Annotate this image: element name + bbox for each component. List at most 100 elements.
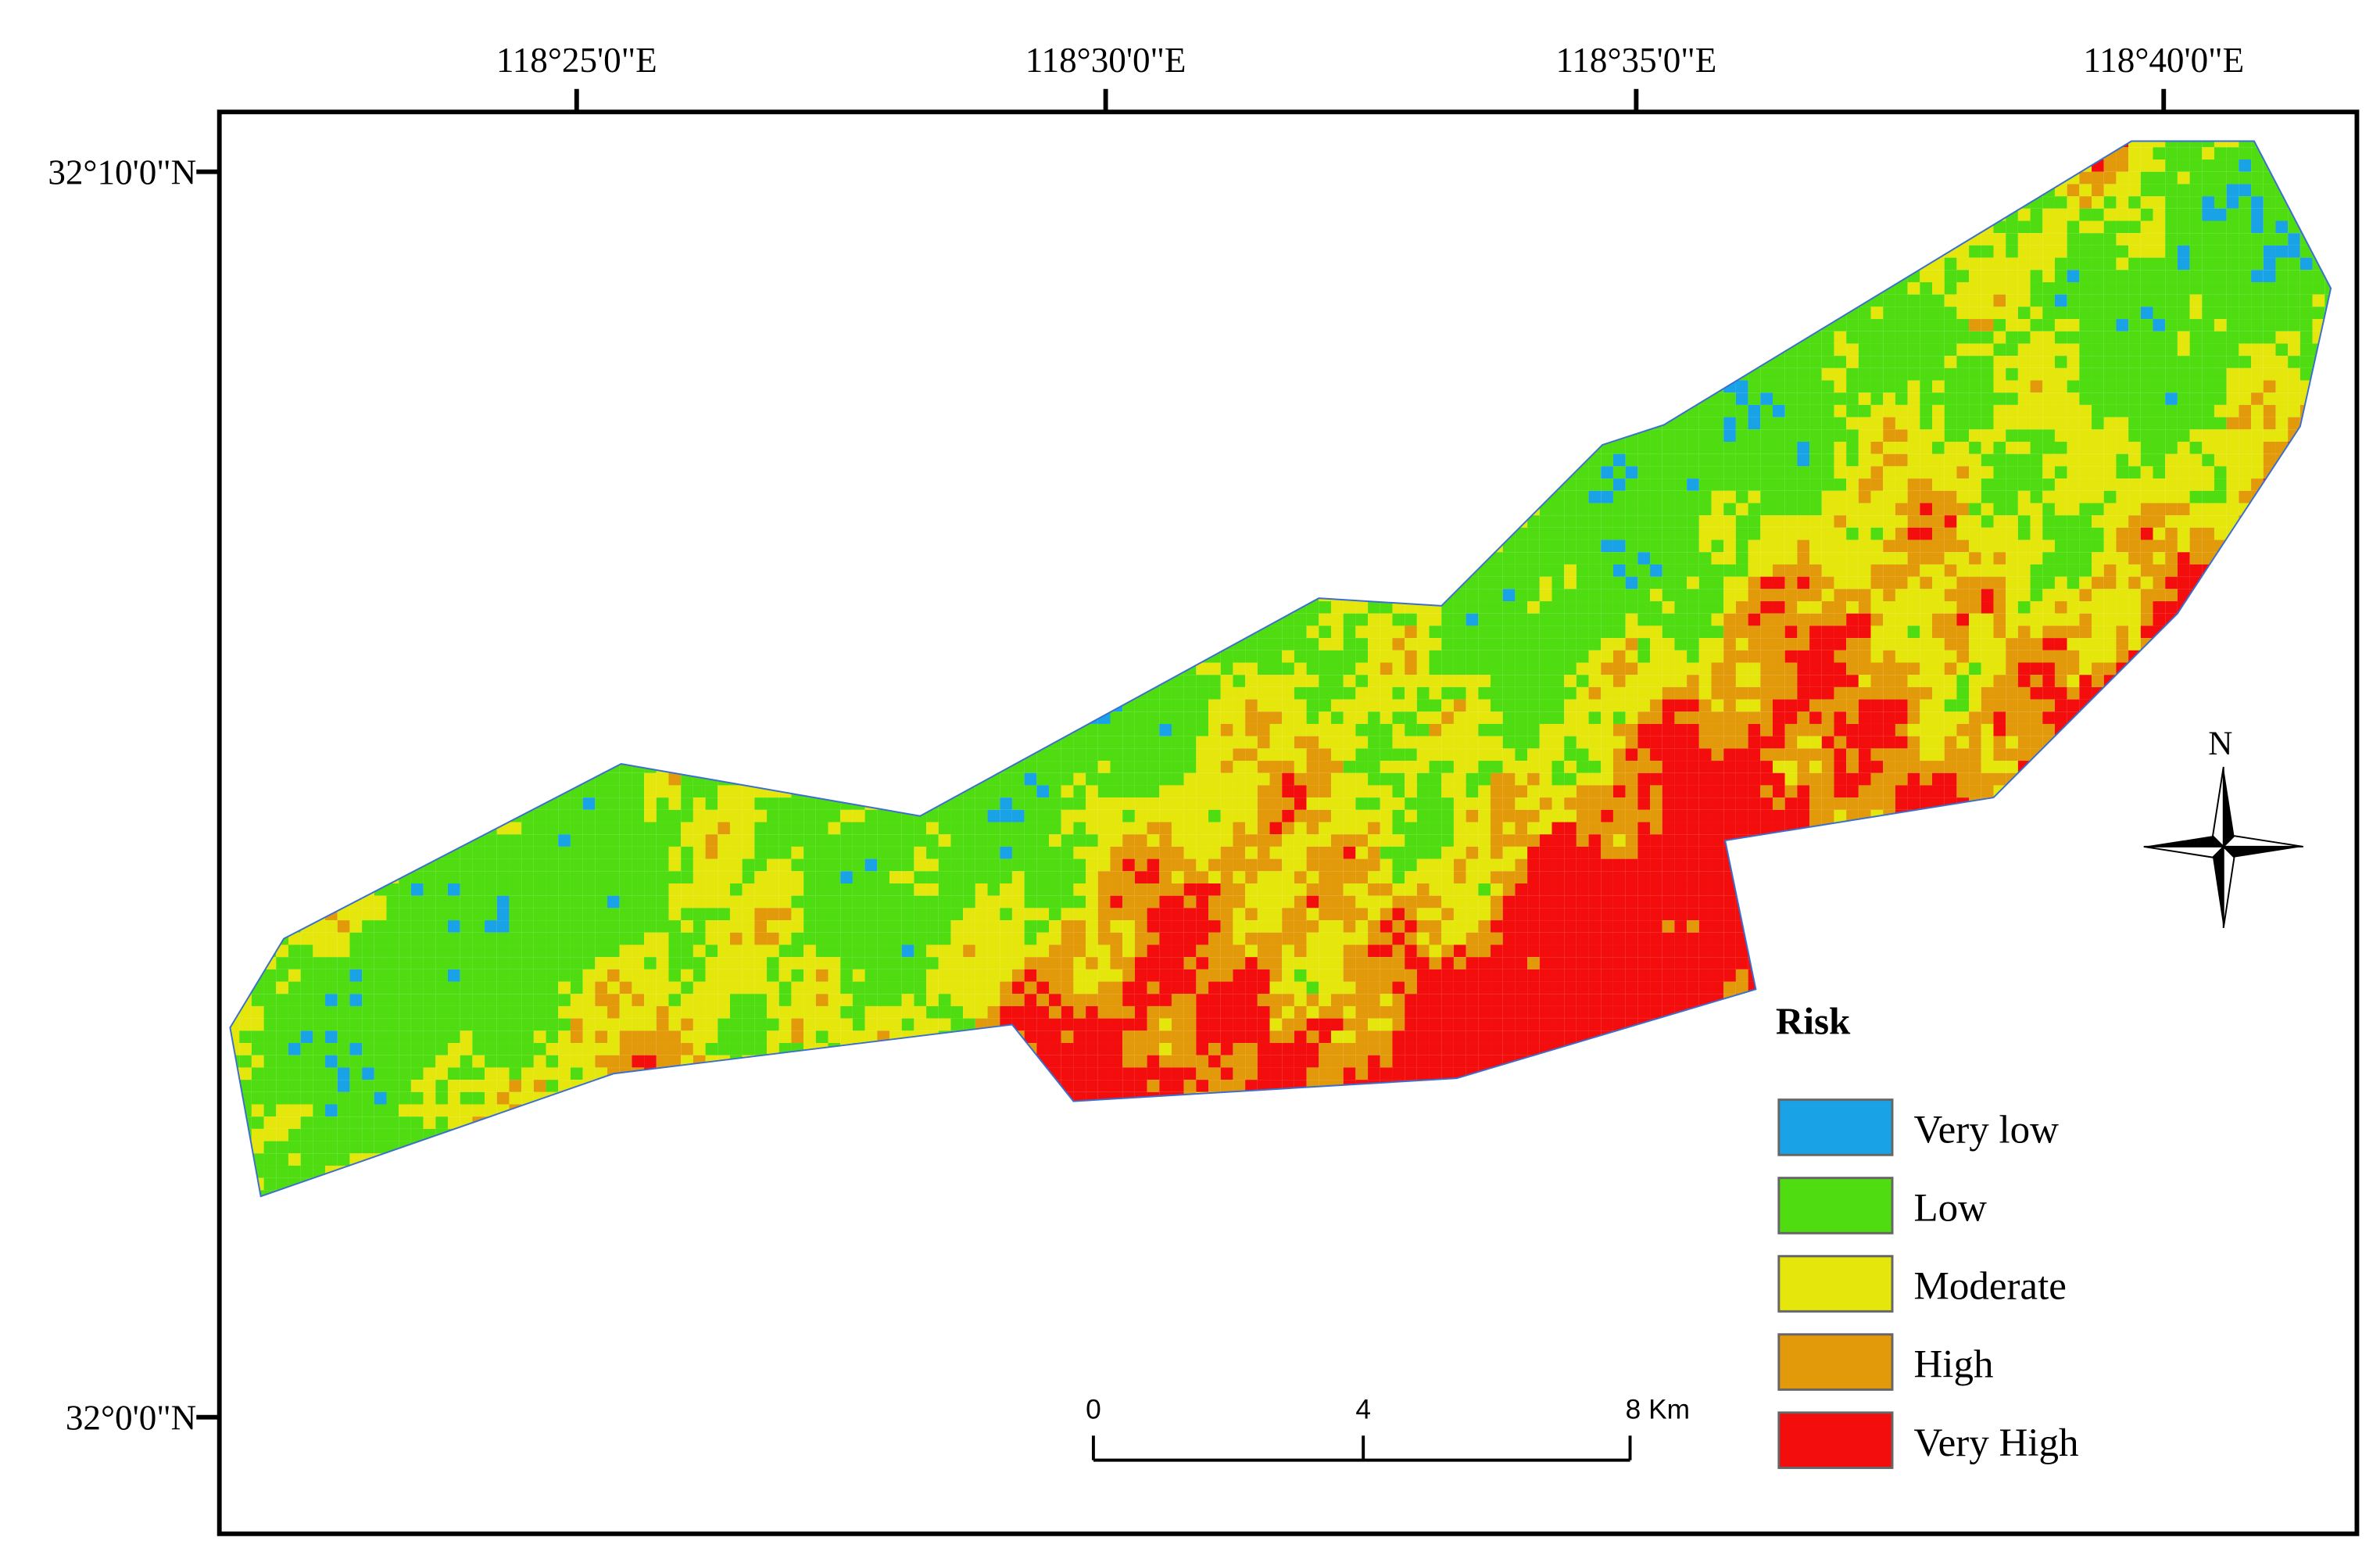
raster-cell (1564, 319, 1577, 331)
raster-cell (399, 233, 411, 245)
raster-cell (644, 356, 657, 368)
raster-cell (1735, 159, 1748, 172)
raster-cell (681, 466, 693, 479)
raster-cell (1907, 356, 1920, 368)
raster-cell (1551, 270, 1565, 282)
raster-cell (2312, 367, 2325, 381)
raster-cell (447, 184, 460, 197)
raster-cell (2263, 270, 2276, 282)
raster-cell (1993, 233, 2006, 245)
raster-cell (2042, 233, 2055, 245)
raster-cell (1687, 184, 1699, 197)
raster-cell (2067, 466, 2080, 479)
raster-cell (313, 367, 326, 381)
raster-cell (791, 208, 804, 221)
raster-cell (582, 245, 596, 258)
raster-cell (1306, 441, 1319, 454)
raster-cell (1429, 441, 1442, 454)
raster-cell (1662, 245, 1675, 258)
raster-cell (1392, 147, 1405, 160)
raster-cell (1858, 343, 1871, 357)
raster-cell (693, 141, 706, 148)
raster-cell (1650, 184, 1662, 197)
raster-cell (1245, 441, 1258, 454)
raster-cell (509, 171, 522, 185)
raster-cell (1380, 220, 1393, 234)
raster-cell (1956, 441, 1970, 454)
raster-cell (864, 220, 878, 234)
raster-cell (914, 441, 927, 454)
raster-cell (1760, 294, 1773, 307)
raster-cell (558, 171, 571, 185)
raster-cell (791, 184, 804, 197)
raster-cell (1612, 380, 1626, 393)
raster-cell (1662, 331, 1675, 344)
raster-cell (1993, 281, 2006, 295)
raster-cell (1809, 306, 1822, 320)
raster-cell (2079, 367, 2092, 381)
raster-cell (2054, 233, 2067, 245)
raster-cell (2092, 466, 2104, 479)
raster-cell (950, 147, 964, 160)
raster-cell (1932, 331, 1945, 344)
raster-cell (1024, 404, 1037, 417)
raster-cell (607, 429, 620, 442)
raster-cell (485, 356, 497, 368)
raster-cell (632, 356, 645, 368)
raster-cell (2042, 245, 2055, 258)
raster-cell (963, 478, 975, 491)
raster-cell (828, 147, 841, 160)
raster-cell (2337, 429, 2350, 442)
raster-cell (2288, 270, 2300, 282)
raster-cell (447, 331, 460, 344)
raster-cell (668, 233, 682, 245)
raster-cell (1330, 453, 1344, 467)
raster-cell (313, 343, 326, 357)
raster-cell (1097, 220, 1111, 234)
raster-cell (1601, 356, 1613, 368)
raster-cell (472, 417, 485, 430)
raster-cell (1306, 245, 1319, 258)
raster-cell (1208, 159, 1221, 172)
raster-cell (1355, 220, 1369, 234)
raster-cell (1282, 367, 1294, 381)
raster-cell (435, 294, 448, 307)
raster-cell (2299, 141, 2313, 148)
raster-cell (423, 257, 436, 271)
raster-cell (1809, 147, 1822, 160)
raster-cell (1405, 171, 1417, 185)
raster-cell (2337, 405, 2350, 417)
raster-cell (950, 453, 964, 467)
raster-cell (1282, 417, 1294, 430)
raster-cell (840, 245, 853, 258)
raster-cell (619, 270, 632, 282)
raster-cell (1735, 184, 1748, 197)
raster-cell (693, 257, 706, 271)
raster-cell (2165, 159, 2178, 172)
raster-cell (815, 220, 829, 234)
raster-cell (914, 331, 927, 344)
raster-cell (1294, 196, 1307, 209)
raster-cell (230, 270, 240, 282)
raster-cell (1208, 171, 1221, 185)
raster-cell (2288, 147, 2300, 160)
raster-cell (1122, 404, 1135, 417)
raster-cell (1588, 429, 1602, 442)
raster-cell (1355, 233, 1369, 245)
raster-cell (447, 141, 460, 148)
raster-cell (2189, 141, 2203, 148)
raster-cell (1110, 171, 1123, 185)
raster-cell (558, 453, 571, 467)
raster-cell (1625, 220, 1638, 234)
raster-cell (546, 453, 559, 467)
raster-cell (1907, 171, 1920, 185)
raster-cell (1233, 392, 1246, 405)
raster-cell (1969, 404, 1981, 417)
raster-cell (729, 343, 743, 357)
raster-cell (2214, 429, 2227, 442)
raster-cell (1772, 392, 1785, 405)
raster-cell (2299, 441, 2313, 454)
raster-cell (1502, 392, 1516, 405)
raster-cell (1110, 196, 1123, 209)
raster-cell (815, 196, 829, 209)
